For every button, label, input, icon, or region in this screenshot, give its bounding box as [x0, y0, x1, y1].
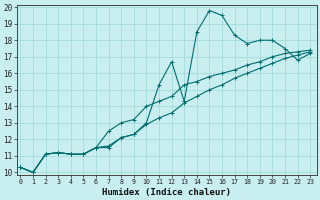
X-axis label: Humidex (Indice chaleur): Humidex (Indice chaleur) — [102, 188, 231, 197]
